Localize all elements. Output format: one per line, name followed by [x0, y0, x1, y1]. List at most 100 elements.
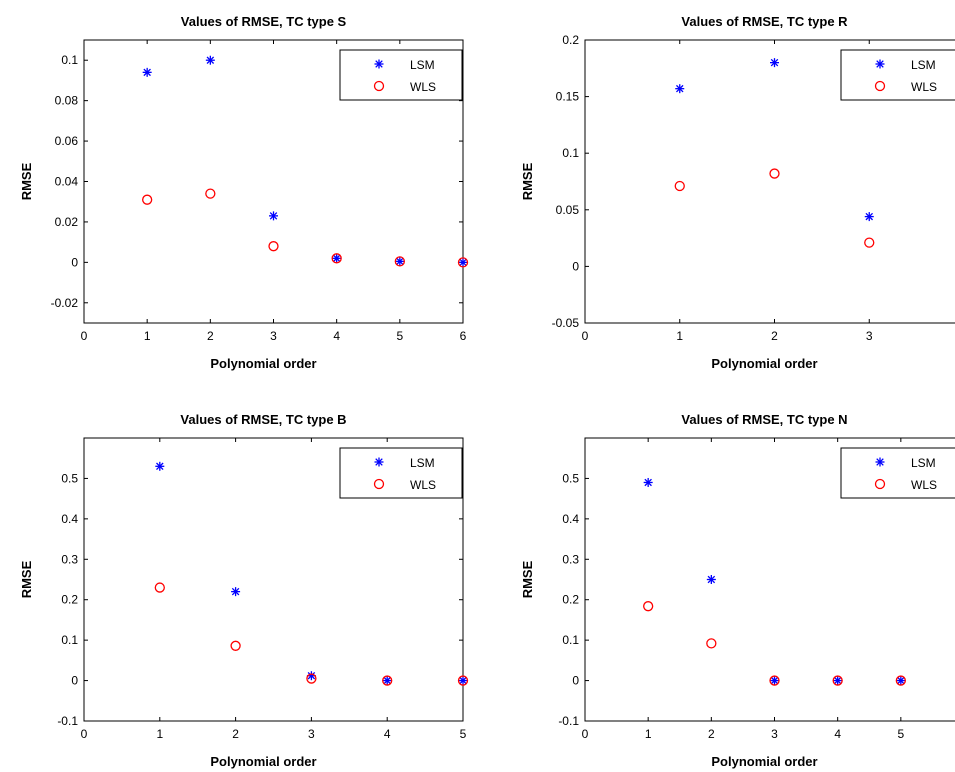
wls-point: [382, 675, 393, 686]
y-tick-label: 0: [71, 674, 78, 688]
y-tick-label: 0.04: [55, 175, 79, 189]
subplot-1: 0 1 2 3 4 5 6 -0.02 0 0.02 0.04 0.06 0.08 0.1 Values o…: [19, 14, 469, 371]
x-tick-label: 3: [308, 727, 315, 741]
wls-point: [706, 638, 717, 649]
legend-circle-icon: [373, 80, 385, 92]
lsm-point: [306, 671, 316, 681]
wls-point: [394, 256, 405, 267]
lsm-point: [155, 461, 165, 471]
x-tick-label: 1: [676, 329, 683, 343]
y-tick-label: 0.06: [55, 134, 79, 148]
x-tick-label: 0: [81, 329, 88, 343]
legend: LSM WLS: [339, 49, 463, 101]
x-tick-label: 3: [270, 329, 277, 343]
x-tick-label: 5: [396, 329, 403, 343]
lsm-point: [332, 253, 342, 263]
x-tick-label: 0: [582, 329, 589, 343]
x-tick-label: 4: [384, 727, 391, 741]
legend-box: [840, 447, 955, 499]
x-tick-label: 4: [834, 727, 841, 741]
x-tick-label: 0: [582, 727, 589, 741]
x-axis-label: Polynomial order: [711, 356, 817, 371]
x-axis-label: Polynomial order: [210, 356, 316, 371]
x-tick-label: 5: [460, 727, 467, 741]
wls-point: [832, 675, 843, 686]
y-tick-label: 0.05: [556, 203, 580, 217]
wls-point: [331, 253, 342, 264]
lsm-point: [269, 211, 278, 221]
y-tick-label: 0.1: [61, 633, 78, 647]
legend-box: [840, 49, 955, 101]
y-tick-label: 0.1: [61, 53, 78, 67]
lsm-point: [382, 676, 392, 686]
lsm-point: [205, 55, 215, 65]
y-tick-label: 0.3: [61, 552, 78, 566]
y-tick-label: 0.1: [562, 146, 579, 160]
y-tick-label: -0.05: [552, 316, 580, 330]
y-tick-label: 0.4: [61, 512, 78, 526]
y-tick-label: -0.02: [51, 296, 79, 310]
x-tick-label: 1: [156, 727, 163, 741]
x-axis-label: Polynomial order: [210, 754, 316, 769]
wls-point: [306, 673, 317, 684]
x-tick-label: 3: [771, 727, 778, 741]
legend-label: WLS: [911, 80, 937, 94]
wls-point: [457, 675, 469, 686]
lsm-point: [395, 256, 405, 266]
legend-circle-icon: [373, 478, 385, 490]
legend-label: WLS: [410, 478, 436, 492]
lsm-point: [142, 67, 152, 77]
x-tick-label: 5: [897, 727, 904, 741]
lsm-point: [643, 477, 653, 487]
x-tick-label: 2: [232, 727, 239, 741]
x-tick-label: 3: [866, 329, 873, 343]
legend-circle-icon: [874, 80, 886, 92]
y-tick-label: 0.4: [562, 512, 579, 526]
y-tick-label: 0: [572, 259, 579, 273]
x-tick-label: 1: [144, 329, 151, 343]
lsm-point: [896, 676, 906, 686]
y-tick-label: 0.2: [562, 593, 579, 607]
x-tick-label: 6: [460, 329, 467, 343]
x-tick-label: 0: [81, 727, 88, 741]
y-tick-label: 0.15: [556, 90, 580, 104]
lsm-point: [833, 676, 843, 686]
wls-point: [268, 241, 279, 252]
lsm-point: [231, 587, 241, 597]
y-axis-label: RMSE: [19, 560, 34, 598]
legend: LSM WLS: [840, 49, 955, 101]
lsm-point: [864, 212, 874, 222]
x-tick-label: 2: [207, 329, 214, 343]
wls-point: [643, 601, 654, 612]
wls-point: [142, 194, 153, 205]
wls-point: [674, 180, 685, 192]
legend: LSM WLS: [840, 447, 955, 499]
legend-asterisk-icon: [875, 59, 885, 69]
x-tick-label: 2: [708, 727, 715, 741]
y-tick-label: 0.1: [562, 633, 579, 647]
x-axis-label: Polynomial order: [711, 754, 817, 769]
lsm-point: [458, 676, 468, 686]
y-tick-label: 0.2: [562, 33, 579, 47]
y-tick-label: -0.1: [57, 714, 78, 728]
y-tick-label: 0: [71, 255, 78, 269]
legend-label: WLS: [911, 478, 937, 492]
x-tick-label: 4: [333, 329, 340, 343]
x-tick-label: 1: [645, 727, 652, 741]
y-axis-label: RMSE: [520, 162, 535, 200]
wls-point: [769, 675, 780, 686]
wls-point: [895, 675, 906, 686]
legend: LSM WLS: [339, 447, 463, 499]
legend-box: [339, 49, 463, 101]
legend-asterisk-icon: [374, 457, 384, 467]
wls-point: [230, 640, 241, 651]
lsm-point: [706, 575, 716, 584]
wls-point: [205, 188, 216, 199]
legend-circle-icon: [874, 478, 886, 490]
legend-label: LSM: [410, 456, 435, 470]
chart-title: Values of RMSE, TC type B: [180, 412, 346, 427]
y-tick-label: 0.02: [55, 215, 79, 229]
chart-title: Values of RMSE, TC type N: [681, 412, 847, 427]
